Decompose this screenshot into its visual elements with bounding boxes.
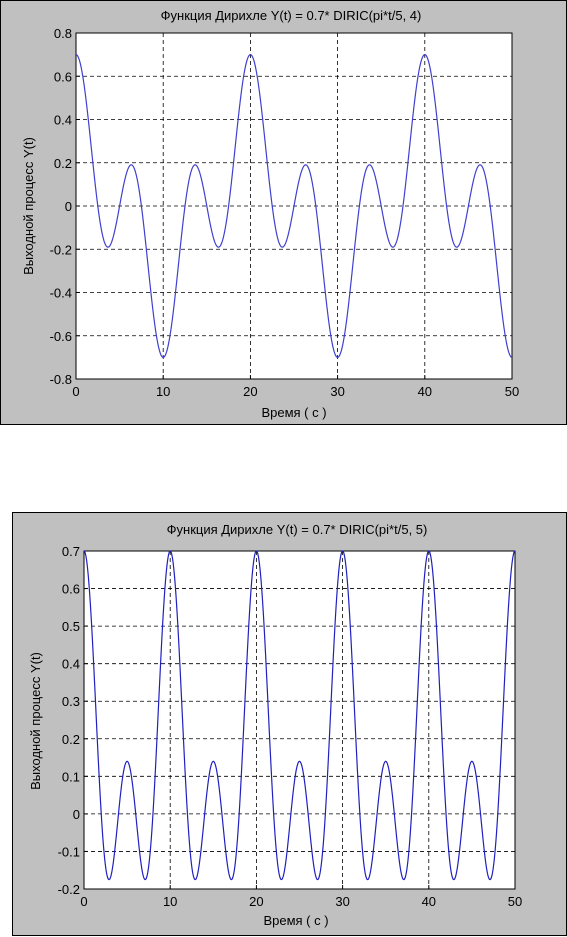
chart-1-grid [76, 33, 512, 379]
chart-2-y-tick-label: 0.1 [62, 769, 80, 784]
chart-1-y-tick-label: 0.6 [54, 69, 72, 84]
chart-1-title: Функция Дирихле Y(t) = 0.7* DIRIC(pi*t/5… [161, 8, 422, 23]
chart-1-y-tick-label: 0.2 [54, 156, 72, 171]
chart-figure-2: Функция Дирихле Y(t) = 0.7* DIRIC(pi*t/5… [12, 512, 567, 936]
chart-1-x-tick-label: 40 [418, 384, 432, 399]
chart-1-y-ticks: -0.8 -0.6 -0.4 -0.2 0 0.2 0.4 0.6 0.8 [50, 26, 80, 387]
chart-1-x-tick-label: 20 [243, 384, 257, 399]
chart-1-x-tick-label: 50 [505, 384, 519, 399]
chart-2-x-tick-label: 10 [163, 894, 177, 909]
chart-figure-1: Функция Дирихле Y(t) = 0.7* DIRIC(pi*t/5… [0, 0, 567, 425]
chart-1-y-tick-label: -0.6 [50, 329, 72, 344]
chart-2-plot-area [83, 550, 516, 890]
chart-2-y-tick-label: 0.3 [62, 694, 80, 709]
chart-1-x-tick-label: 10 [156, 384, 170, 399]
chart-2-y-ticks: -0.2 -0.1 0 0.1 0.2 0.3 0.4 0.5 0.6 0.7 [58, 544, 88, 897]
chart-1-y-tick-label: 0.4 [54, 113, 72, 128]
chart-2-x-tick-label: 40 [422, 894, 436, 909]
chart-2-y-tick-label: 0.7 [62, 544, 80, 559]
chart-2-y-tick-label: 0.6 [62, 582, 80, 597]
chart-2-x-label: Время ( с ) [263, 913, 328, 928]
chart-2-y-tick-label: 0.4 [62, 657, 80, 672]
chart-2-y-tick-label: -0.2 [58, 882, 80, 897]
chart-1-x-tick-label: 30 [330, 384, 344, 399]
chart-2-x-ticks: 0 10 20 30 40 50 [80, 885, 522, 909]
chart-1-y-tick-label: -0.2 [50, 242, 72, 257]
chart-2-y-label: Выходной процесс Y(t) [28, 652, 43, 790]
chart-1-series-line [75, 54, 513, 358]
chart-2-y-tick-label: 0.2 [62, 732, 80, 747]
chart-2-svg: Функция Дирихле Y(t) = 0.7* DIRIC(pi*t/5… [28, 522, 522, 928]
chart-1-x-label: Время ( с ) [261, 405, 326, 420]
chart-2-grid [84, 551, 515, 889]
chart-1-y-tick-label: -0.4 [50, 286, 72, 301]
chart-2-x-tick-label: 30 [335, 894, 349, 909]
chart-1-y-tick-label: 0 [65, 199, 72, 214]
chart-2-x-tick-label: 50 [508, 894, 522, 909]
chart-2-y-tick-label: 0 [73, 807, 80, 822]
chart-2-x-tick-label: 0 [80, 894, 87, 909]
chart-1-y-tick-label: 0.8 [54, 26, 72, 41]
chart-1-x-ticks: 0 10 20 30 40 50 [72, 375, 519, 399]
chart-2-series-line [83, 550, 516, 881]
chart-2-title: Функция Дирихле Y(t) = 0.7* DIRIC(pi*t/5… [167, 522, 428, 537]
chart-1-svg: Функция Дирихле Y(t) = 0.7* DIRIC(pi*t/5… [21, 8, 519, 420]
chart-2-y-tick-label: -0.1 [58, 844, 80, 859]
chart-2-y-tick-label: 0.5 [62, 619, 80, 634]
chart-2-x-tick-label: 20 [249, 894, 263, 909]
chart-1-y-tick-label: -0.8 [50, 372, 72, 387]
chart-1-y-label: Выходной процесс Y(t) [21, 137, 36, 275]
chart-1-x-tick-label: 0 [72, 384, 79, 399]
